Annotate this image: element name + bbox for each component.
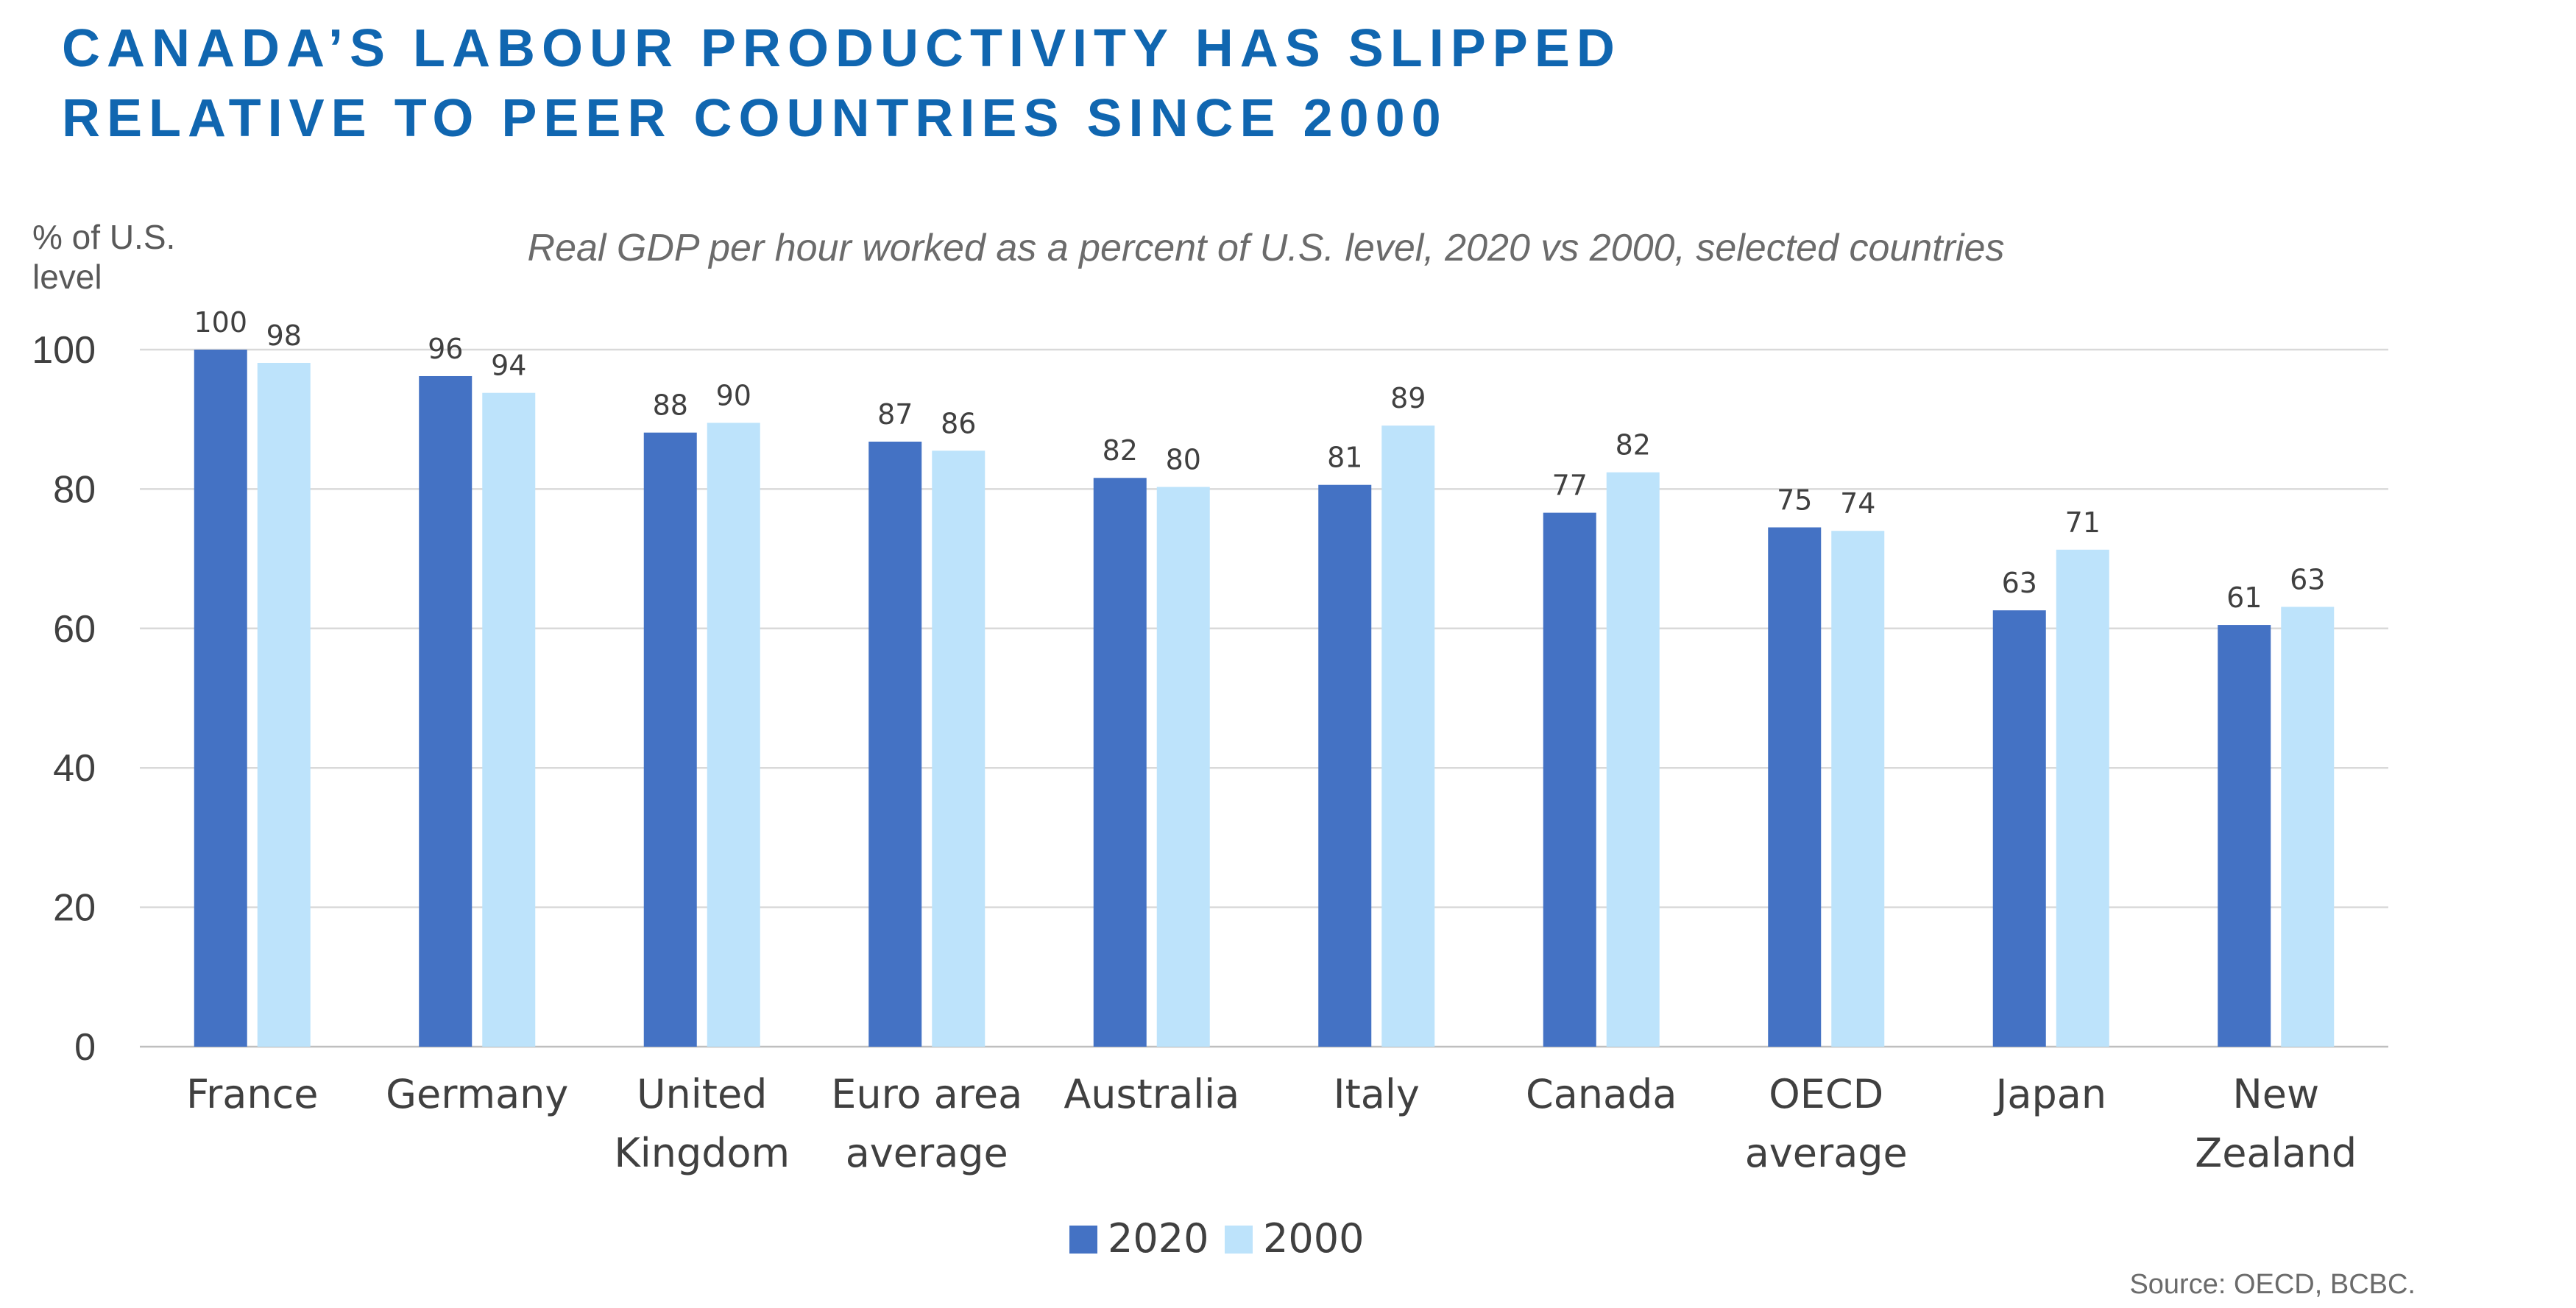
y-tick-label: 60 (53, 608, 96, 651)
chart-title-line-2: RELATIVE TO PEER COUNTRIES SINCE 2000 (62, 89, 1448, 148)
bar-2020 (1768, 527, 1822, 1047)
category-label: Zealand (2195, 1130, 2357, 1176)
data-label-2000: 80 (1166, 444, 1201, 476)
bar-2000 (1156, 487, 1210, 1047)
bar-2000 (1831, 531, 1885, 1047)
category-label: average (846, 1130, 1008, 1176)
bar-2000 (257, 362, 311, 1047)
y-tick-label: 0 (74, 1026, 96, 1069)
bar-2000 (1381, 425, 1435, 1047)
data-label-2000: 98 (266, 319, 302, 352)
category-label: Euro area (831, 1071, 1022, 1117)
bar-2000 (2056, 549, 2109, 1047)
category-label: average (1745, 1130, 1908, 1176)
data-label-2000: 74 (1840, 487, 1875, 520)
data-label-2000: 89 (1390, 382, 1426, 414)
category-label: Australia (1064, 1071, 1239, 1117)
data-labels: 100 98 96 94 88 90 87 86 82 80 81 89 77 82 75 74 63 71 61 6… (194, 306, 2325, 614)
gridlines (140, 348, 2388, 1048)
data-label-2000: 63 (2290, 563, 2325, 595)
chart-title-line-1: CANADA’S LABOUR PRODUCTIVITY HAS SLIPPED (62, 19, 1621, 78)
bar-2020 (1318, 484, 1372, 1047)
data-label-2020: 75 (1777, 484, 1812, 516)
bar-2000 (482, 392, 536, 1047)
bar-2000 (1606, 472, 1660, 1047)
data-label-2020: 87 (877, 398, 913, 431)
data-label-2000: 71 (2065, 506, 2101, 539)
y-tick-label: 100 (32, 329, 96, 372)
legend: 2020 2000 (1069, 1215, 1364, 1262)
category-label: Italy (1334, 1071, 1420, 1117)
category-label: OECD (1769, 1071, 1883, 1117)
legend-swatch-2020 (1069, 1226, 1097, 1254)
bar-2020 (2218, 625, 2271, 1047)
data-label-2020: 81 (1327, 442, 1362, 474)
bar-2020 (419, 375, 473, 1047)
data-label-2000: 94 (491, 350, 526, 382)
y-axis-ticks: 0 20 40 60 80 100 (32, 329, 96, 1069)
data-label-2020: 61 (2226, 581, 2262, 614)
y-tick-label: 20 (53, 887, 96, 930)
bar-2020 (1093, 478, 1147, 1047)
y-axis-title-line-2: level (32, 258, 102, 296)
bar-2020 (1992, 610, 2046, 1047)
data-label-2000: 86 (941, 407, 976, 439)
bar-2020 (643, 432, 697, 1047)
y-tick-label: 40 (53, 747, 96, 790)
bar-2000 (707, 423, 760, 1047)
category-label: Kingdom (614, 1130, 790, 1176)
legend-swatch-2000 (1225, 1226, 1253, 1254)
legend-label-2000: 2000 (1263, 1215, 1364, 1262)
data-label-2000: 90 (716, 379, 751, 411)
chart-subtitle: Real GDP per hour worked as a percent of… (528, 227, 2005, 269)
category-label: New (2232, 1071, 2319, 1117)
bar-2020 (868, 442, 922, 1047)
y-axis-title-line-1: % of U.S. (32, 218, 175, 256)
legend-label-2020: 2020 (1108, 1215, 1209, 1262)
bar-2020 (194, 350, 247, 1047)
data-label-2000: 82 (1616, 429, 1651, 462)
data-label-2020: 63 (2002, 567, 2037, 599)
data-label-2020: 100 (194, 306, 247, 339)
category-label: Canada (1526, 1071, 1677, 1117)
bar-2000 (932, 450, 986, 1047)
source-note: Source: OECD, BCBC. (2129, 1269, 2416, 1300)
data-label-2020: 77 (1552, 470, 1588, 502)
bar-2000 (2281, 607, 2335, 1047)
category-label: France (186, 1071, 319, 1117)
data-label-2020: 88 (653, 389, 688, 422)
category-label: Japan (1993, 1071, 2106, 1117)
category-label: United (637, 1071, 767, 1117)
category-label: Germany (386, 1071, 568, 1117)
bars (194, 350, 2335, 1047)
data-label-2020: 82 (1103, 434, 1138, 467)
data-label-2020: 96 (428, 333, 463, 365)
bar-2020 (1543, 512, 1596, 1047)
x-axis-categories: France Germany United Kingdom Euro area avera… (186, 1071, 2357, 1176)
y-tick-label: 80 (53, 468, 96, 511)
